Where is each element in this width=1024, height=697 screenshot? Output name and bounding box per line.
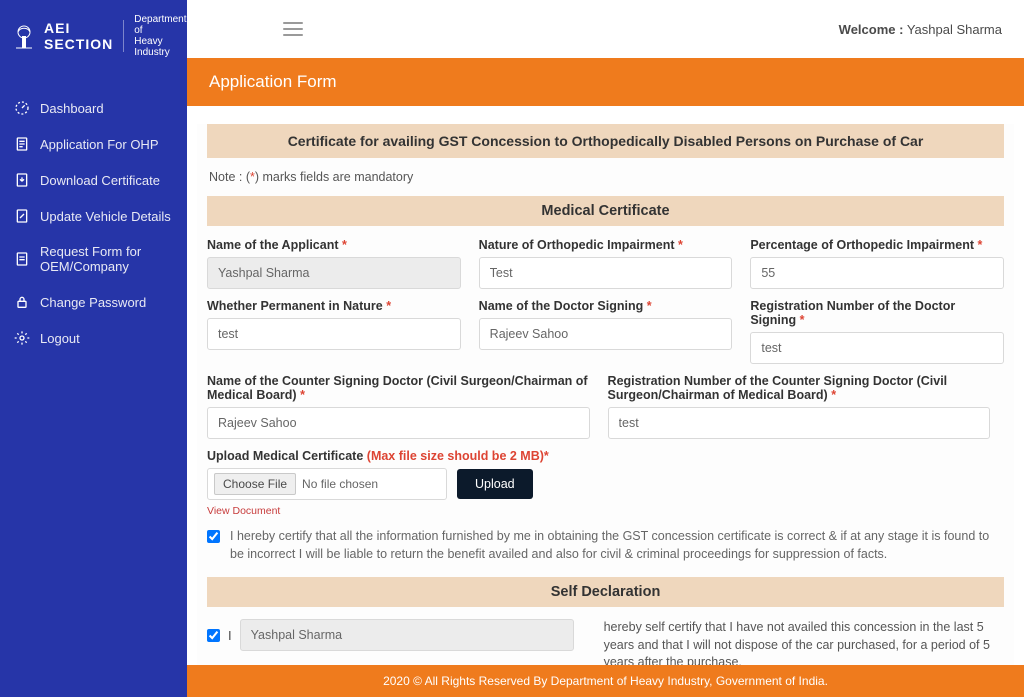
selfdecl-checkbox[interactable] [207, 629, 220, 642]
brand-emblem-icon [12, 21, 36, 51]
label-impairment-nature: Nature of Orthopedic Impairment * [479, 238, 733, 252]
topbar: Welcome : Yashpal Sharma [187, 0, 1024, 58]
input-impairment-pct[interactable] [750, 257, 1004, 289]
input-impairment-nature[interactable] [479, 257, 733, 289]
sidebar-item-label: Change Password [40, 295, 146, 310]
sidebar-item-update-vehicle[interactable]: Update Vehicle Details [0, 198, 187, 234]
sidebar-item-label: Application For OHP [40, 137, 159, 152]
selfdecl-text: hereby self certify that I have not avai… [604, 619, 1004, 665]
download-icon [14, 172, 30, 188]
sidebar: AEI SECTION Department ofHeavy Industry … [0, 0, 187, 697]
sidebar-item-change-password[interactable]: Change Password [0, 284, 187, 320]
brand: AEI SECTION Department ofHeavy Industry [0, 0, 187, 72]
file-input-medical[interactable]: Choose File No file chosen [207, 468, 447, 500]
nav: Dashboard Application For OHP Download C… [0, 90, 187, 356]
main: Welcome : Yashpal Sharma Application For… [187, 0, 1024, 697]
label-counter-reg: Registration Number of the Counter Signi… [608, 374, 991, 402]
gauge-icon [14, 100, 30, 116]
sidebar-item-request-oem[interactable]: Request Form for OEM/Company [0, 234, 187, 284]
input-doctor-reg[interactable] [750, 332, 1004, 364]
consent-text: I hereby certify that all the informatio… [230, 527, 1004, 563]
input-permanent[interactable] [207, 318, 461, 350]
sidebar-item-dashboard[interactable]: Dashboard [0, 90, 187, 126]
label-doctor-reg: Registration Number of the Doctor Signin… [750, 299, 1004, 327]
brand-main: AEI SECTION [44, 20, 124, 52]
file-status: No file chosen [302, 477, 378, 491]
request-icon [14, 251, 30, 267]
sidebar-item-label: Update Vehicle Details [40, 209, 171, 224]
consent-checkbox[interactable] [207, 530, 220, 543]
content: Certificate for availing GST Concession … [187, 106, 1024, 665]
lock-icon [14, 294, 30, 310]
footer: 2020 © All Rights Reserved By Department… [187, 665, 1024, 697]
input-applicant[interactable] [207, 257, 461, 289]
brand-sub: Department ofHeavy Industry [124, 14, 186, 58]
sidebar-item-application[interactable]: Application For OHP [0, 126, 187, 162]
label-upload-medical: Upload Medical Certificate (Max file siz… [207, 449, 1004, 463]
form-icon [14, 136, 30, 152]
edit-doc-icon [14, 208, 30, 224]
label-permanent: Whether Permanent in Nature * [207, 299, 461, 313]
sidebar-item-label: Dashboard [40, 101, 104, 116]
certificate-banner: Certificate for availing GST Concession … [207, 124, 1004, 158]
sidebar-item-label: Logout [40, 331, 80, 346]
gear-icon [14, 330, 30, 346]
choose-file-button[interactable]: Choose File [214, 473, 296, 495]
sidebar-item-label: Request Form for OEM/Company [40, 244, 173, 274]
label-doctor-name: Name of the Doctor Signing * [479, 299, 733, 313]
label-applicant: Name of the Applicant * [207, 238, 461, 252]
label-impairment-pct: Percentage of Orthopedic Impairment * [750, 238, 1004, 252]
view-document-link[interactable]: View Document [207, 505, 280, 517]
hamburger-icon[interactable] [283, 22, 303, 36]
mandatory-note: Note : (*) marks fields are mandatory [207, 158, 1004, 196]
upload-medical-button[interactable]: Upload [457, 469, 533, 499]
welcome-text: Welcome : Yashpal Sharma [839, 22, 1002, 37]
sidebar-item-download-cert[interactable]: Download Certificate [0, 162, 187, 198]
section-selfdecl: Self Declaration [207, 577, 1004, 607]
label-counter-doctor: Name of the Counter Signing Doctor (Civi… [207, 374, 590, 402]
input-doctor-name[interactable] [479, 318, 733, 350]
page-title: Application Form [187, 58, 1024, 106]
input-counter-doctor[interactable] [207, 407, 590, 439]
sidebar-item-label: Download Certificate [40, 173, 160, 188]
selfdecl-name-input[interactable] [240, 619, 574, 651]
selfdecl-i: I [228, 628, 232, 643]
section-medical: Medical Certificate [207, 196, 1004, 226]
sidebar-item-logout[interactable]: Logout [0, 320, 187, 356]
input-counter-reg[interactable] [608, 407, 991, 439]
